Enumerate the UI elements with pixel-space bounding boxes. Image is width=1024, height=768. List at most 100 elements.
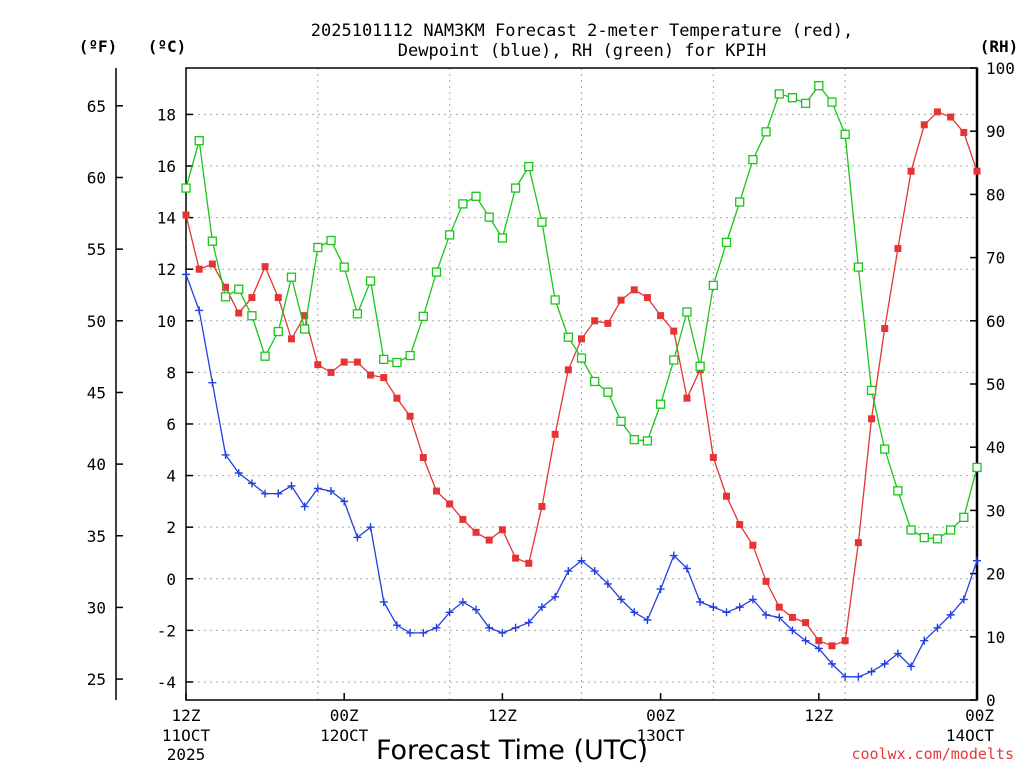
dewpoint-point — [709, 603, 718, 612]
temperature-point — [472, 528, 480, 536]
rh-point — [932, 534, 943, 544]
dewpoint-point — [313, 484, 322, 493]
rh-point — [537, 217, 547, 227]
dewpoint-point — [722, 608, 731, 617]
dewpoint-point — [643, 616, 652, 625]
temperature-point — [564, 366, 572, 374]
chart-title-line2: Dewpoint (blue), RH (green) for KPIH — [398, 41, 766, 61]
dewpoint-point — [920, 636, 929, 645]
rh-tick-label: 80 — [986, 185, 1005, 204]
dewpoint-point — [788, 626, 797, 635]
rh-point — [247, 311, 257, 321]
rh-point — [959, 512, 969, 523]
temperature-point — [670, 327, 678, 335]
rh-point — [392, 357, 402, 368]
rh-point — [866, 385, 877, 395]
dewpoint-point — [841, 672, 850, 681]
temperature-point — [222, 283, 230, 291]
dewpoint-point — [656, 585, 665, 594]
temperature-point — [393, 394, 401, 402]
rh-point — [431, 267, 442, 277]
dewpoint-point — [946, 610, 955, 619]
rh-point — [563, 332, 573, 342]
temperature-point — [933, 108, 941, 116]
dewpoint-point — [498, 628, 507, 637]
temperature-point — [248, 294, 256, 302]
temperature-point — [788, 613, 796, 621]
rh-point — [708, 280, 718, 291]
dewpoint-point — [827, 659, 836, 668]
rh-point — [181, 183, 191, 193]
dewpoint-point — [867, 667, 876, 676]
rh-tick-label: 40 — [986, 438, 1005, 457]
temperature-point — [868, 415, 876, 423]
series-dewpoint — [182, 270, 981, 681]
c-tick-label: 8 — [166, 363, 176, 382]
dewpoint-point — [696, 597, 705, 606]
dewpoint-point — [669, 551, 678, 560]
rh-point — [748, 154, 758, 165]
c-tick-label: 0 — [166, 570, 176, 589]
temperature-point — [287, 335, 295, 343]
rh-point — [655, 399, 666, 409]
temperature-point — [894, 245, 902, 253]
x-tick-label: 2025 — [167, 745, 206, 764]
x-axis-label: Forecast Time (UTC) — [376, 735, 648, 766]
temperature-point — [657, 312, 665, 320]
rh-point — [286, 272, 297, 282]
temperature-point — [802, 619, 810, 627]
dewpoint-point — [524, 618, 533, 627]
rh-tick-label: 60 — [986, 312, 1005, 331]
temperature-point — [815, 637, 823, 645]
rh-point — [919, 532, 929, 543]
temperature-point — [960, 128, 968, 136]
rh-point — [972, 462, 982, 473]
dewpoint-point — [880, 659, 889, 668]
rh-point — [695, 361, 705, 371]
dewpoint-point — [564, 567, 573, 576]
c-tick-label: 18 — [157, 105, 176, 124]
rh-point — [484, 212, 494, 222]
temperature-point — [419, 454, 427, 462]
rh-tick-label: 100 — [986, 59, 1015, 78]
rh-point — [603, 387, 613, 397]
c-tick-label: 14 — [157, 209, 176, 228]
dewpoint-point — [762, 610, 771, 619]
rh-point — [827, 97, 837, 107]
rh-point — [194, 136, 204, 146]
rh-point — [761, 127, 771, 137]
temperature-point — [340, 358, 348, 366]
rh-point — [405, 350, 415, 361]
f-tick-label: 45 — [87, 383, 106, 402]
rh-point — [669, 355, 679, 365]
dewpoint-point — [933, 623, 942, 632]
rh-tick-label: 90 — [986, 122, 1005, 141]
temperature-point — [485, 536, 493, 544]
temperature-point — [920, 121, 928, 129]
temperature-point — [512, 554, 520, 562]
temperature-point — [538, 503, 546, 511]
rh-point — [418, 311, 428, 322]
temperature-point — [235, 309, 243, 317]
plot-frame — [185, 67, 978, 701]
rh-tick-label: 30 — [986, 501, 1005, 520]
rh-point — [379, 354, 389, 365]
rh-point — [524, 161, 534, 172]
series-rh — [181, 81, 982, 544]
temperature-point — [775, 603, 783, 611]
f-tick-label: 50 — [87, 312, 106, 331]
temperature-point — [274, 294, 282, 302]
dewpoint-point — [221, 450, 230, 459]
x-tick-label: 12OCT — [320, 726, 369, 745]
temperature-point — [195, 265, 203, 273]
rh-point — [220, 292, 231, 302]
dewpoint-point — [603, 579, 612, 588]
dewpoint-point — [419, 628, 428, 637]
rh-tick-label: 0 — [986, 691, 996, 710]
rh-point — [260, 351, 270, 361]
temperature-point — [973, 167, 981, 175]
dewpoint-point — [617, 595, 626, 604]
dewpoint-point — [630, 608, 639, 617]
temperature-point — [353, 358, 361, 366]
